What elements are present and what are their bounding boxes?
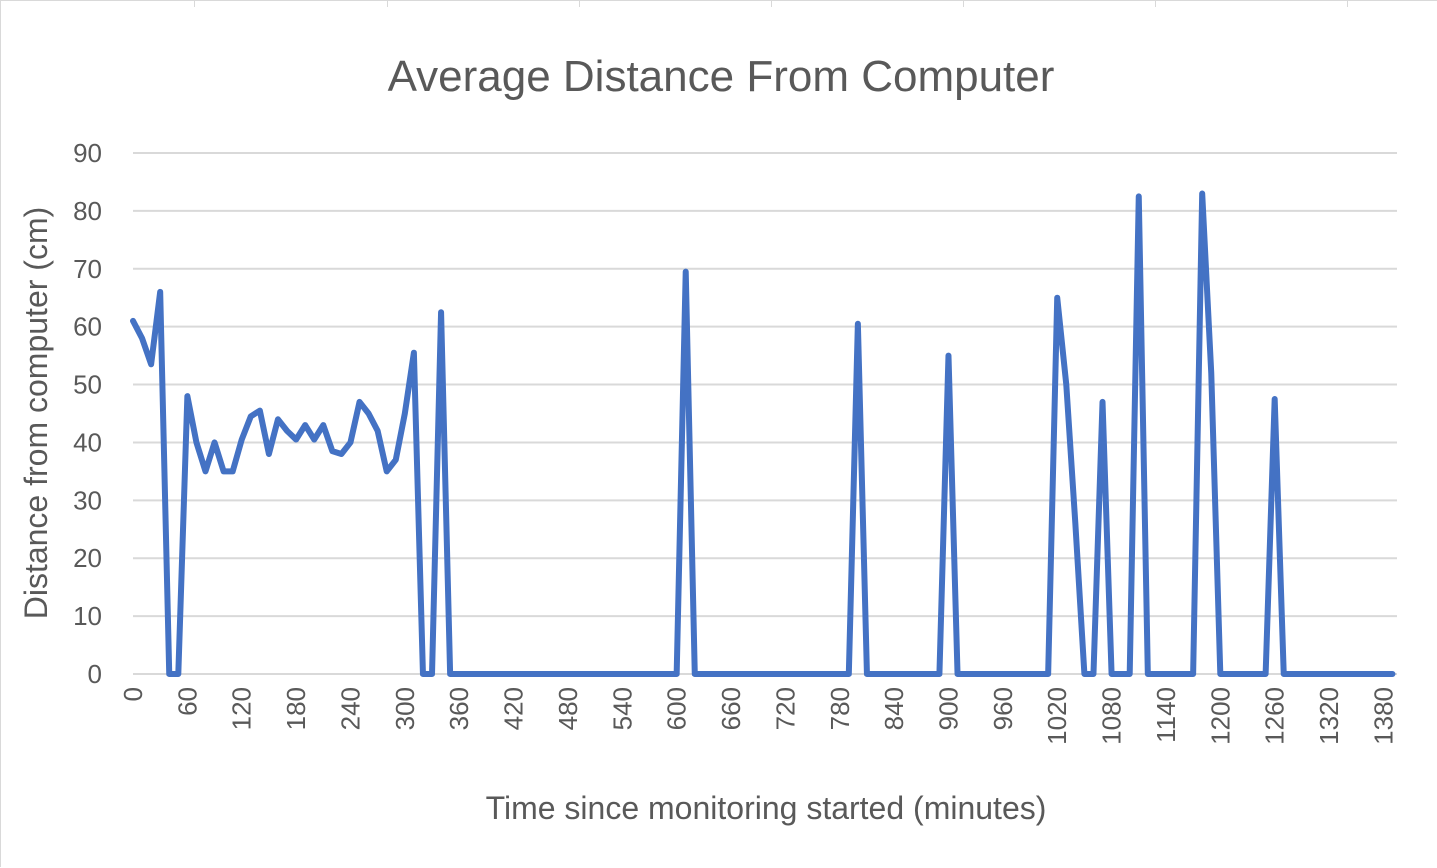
cell-divider	[194, 1, 195, 7]
x-tick-label: 300	[390, 687, 420, 730]
y-tick-label: 0	[88, 659, 102, 689]
y-tick-label: 60	[73, 312, 102, 342]
cell-divider	[579, 1, 580, 7]
y-tick-label: 10	[73, 601, 102, 631]
y-axis-ticks: 0 10 20 30 40 50 60 70 80 90	[73, 138, 102, 689]
cell-divider	[1155, 1, 1156, 7]
y-tick-label: 90	[73, 138, 102, 168]
y-tick-label: 50	[73, 370, 102, 400]
cell-divider	[1347, 1, 1348, 7]
y-tick-label: 20	[73, 543, 102, 573]
cell-divider	[771, 1, 772, 7]
x-tick-label: 180	[281, 687, 311, 730]
x-tick-label: 420	[499, 687, 529, 730]
y-tick-label: 80	[73, 196, 102, 226]
x-tick-label: 360	[444, 687, 474, 730]
x-axis-title: Time since monitoring started (minutes)	[486, 790, 1047, 826]
y-axis-title: Distance from computer (cm)	[18, 207, 54, 620]
y-tick-label: 30	[73, 485, 102, 515]
y-tick-label: 40	[73, 427, 102, 457]
x-axis-ticks: 0 60 120 180 240 300 360 420 480 540 600 660 720 780 8…	[118, 687, 1398, 745]
x-tick-label: 1080	[1097, 687, 1127, 745]
x-tick-label: 0	[118, 687, 148, 701]
x-tick-label: 720	[770, 687, 800, 730]
x-tick-label: 600	[662, 687, 692, 730]
x-tick-label: 1380	[1368, 687, 1398, 745]
x-tick-label: 1260	[1260, 687, 1290, 745]
x-tick-label: 1140	[1151, 687, 1181, 743]
chart-title: Average Distance From Computer	[388, 52, 1055, 101]
cell-divider	[963, 1, 964, 7]
x-tick-label: 240	[335, 687, 365, 730]
gridlines	[133, 152, 1397, 675]
x-tick-label: 1200	[1205, 687, 1235, 745]
x-tick-label: 960	[988, 687, 1018, 730]
x-tick-label: 900	[933, 687, 963, 730]
x-tick-label: 840	[879, 687, 909, 730]
x-tick-label: 540	[607, 687, 637, 730]
series-line-0	[130, 190, 1396, 677]
y-tick-label: 70	[73, 254, 102, 284]
x-tick-label: 660	[716, 687, 746, 730]
x-tick-label: 780	[825, 687, 855, 730]
x-tick-label: 1020	[1042, 687, 1072, 745]
x-tick-label: 120	[227, 687, 257, 730]
x-tick-label: 60	[172, 687, 202, 716]
series-layer	[130, 190, 1396, 677]
cell-divider	[387, 1, 388, 7]
x-tick-label: 480	[553, 687, 583, 730]
x-tick-label: 1320	[1314, 687, 1344, 745]
